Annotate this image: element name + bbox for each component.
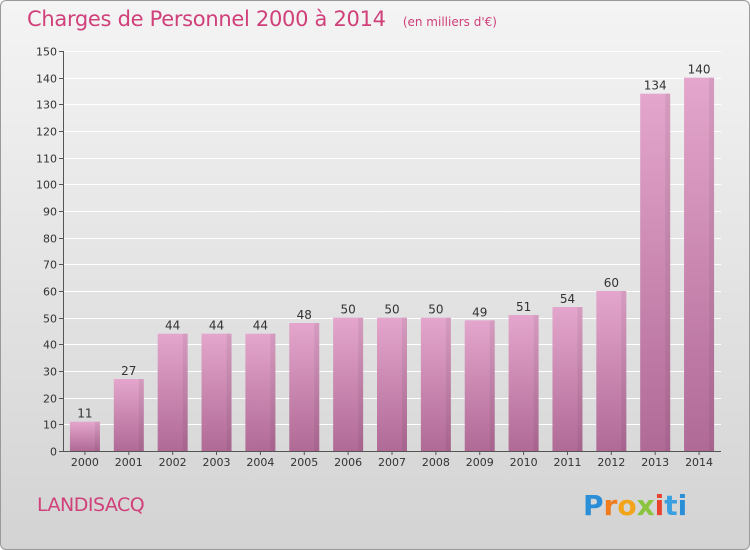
chart-subtitle: (en milliers d'€) <box>402 15 497 29</box>
x-tick-label: 2012 <box>597 456 625 469</box>
x-tick-label: 2014 <box>685 456 713 469</box>
y-tick-label: 0 <box>50 446 57 459</box>
y-tick-label: 20 <box>43 393 57 406</box>
bar <box>596 291 627 451</box>
data-label: 140 <box>688 63 711 77</box>
x-tick-label: 2010 <box>510 456 538 469</box>
bar <box>552 307 583 451</box>
data-label: 27 <box>121 364 136 378</box>
brand-letter: r <box>603 489 618 522</box>
x-tick-label: 2009 <box>466 456 494 469</box>
x-tick-label: 2000 <box>71 456 99 469</box>
bar <box>464 320 495 451</box>
y-tick-label: 40 <box>43 339 57 352</box>
data-label: 49 <box>472 305 487 319</box>
y-tick-label: 30 <box>43 366 57 379</box>
x-tick-label: 2002 <box>159 456 187 469</box>
bar-shade <box>138 379 144 451</box>
bar-shade <box>709 77 715 452</box>
title-row: Charges de Personnel 2000 à 2014 (en mil… <box>27 7 497 31</box>
bar-shade <box>621 291 627 451</box>
y-tick-label: 140 <box>36 73 57 86</box>
chart-title: Charges de Personnel 2000 à 2014 <box>27 7 386 31</box>
x-tick-label: 2004 <box>246 456 274 469</box>
y-tick-label: 50 <box>43 313 57 326</box>
bar <box>245 333 276 451</box>
y-tick-label: 100 <box>36 179 57 192</box>
bar <box>684 77 715 452</box>
brand-letter: o <box>617 489 637 522</box>
data-label: 50 <box>340 303 355 317</box>
bar <box>640 93 671 452</box>
data-label: 50 <box>384 303 399 317</box>
brand-letter: i <box>677 489 688 522</box>
bar-shade <box>270 333 276 451</box>
bar <box>201 333 232 451</box>
data-label: 134 <box>644 79 667 93</box>
bar-shade <box>182 333 188 451</box>
data-label: 54 <box>560 292 575 306</box>
brand-letter: P <box>583 489 604 522</box>
x-tick-label: 2008 <box>422 456 450 469</box>
bar-shade <box>94 421 100 451</box>
bar-shade <box>314 323 320 451</box>
bar-shade <box>445 317 451 451</box>
bar <box>333 317 364 451</box>
brand-letter: i <box>654 489 665 522</box>
bar <box>157 333 188 451</box>
x-tick-label: 2005 <box>290 456 318 469</box>
data-label: 60 <box>604 276 619 290</box>
data-label: 50 <box>428 303 443 317</box>
axis-layer: 0 10 20 30 40 50 60 70 80 90 100 110 120 130 140 150 <box>36 46 721 459</box>
data-label: 44 <box>209 319 224 333</box>
bar-shade <box>402 317 407 451</box>
bar-shade <box>533 315 539 451</box>
data-label: 11 <box>77 407 92 421</box>
data-label: 48 <box>297 308 312 322</box>
y-tick-label: 70 <box>43 259 57 272</box>
bar <box>113 379 144 451</box>
label-layer: 11 2000 27 2001 44 2002 44 2003 44 2004 48 2005 50 20… <box>71 63 713 469</box>
bar <box>377 317 407 451</box>
y-tick-label: 150 <box>36 46 57 59</box>
brand-letter: t <box>664 489 678 522</box>
bar <box>508 315 539 451</box>
x-tick-label: 2006 <box>334 456 362 469</box>
bar <box>69 421 100 451</box>
x-tick-label: 2007 <box>378 456 406 469</box>
commune-name: LANDISACQ <box>37 494 145 516</box>
brand-letter: x <box>636 489 655 522</box>
y-tick-label: 130 <box>36 99 57 112</box>
y-tick-label: 10 <box>43 419 57 432</box>
bar-shade <box>226 333 232 451</box>
brand-logo: Proxiti <box>583 489 687 522</box>
x-tick-label: 2001 <box>115 456 143 469</box>
bar-shade <box>489 320 495 451</box>
y-tick-label: 110 <box>36 153 57 166</box>
bar-shade <box>577 307 583 451</box>
data-label: 44 <box>253 319 268 333</box>
data-label: 51 <box>516 300 531 314</box>
x-tick-label: 2011 <box>553 456 581 469</box>
y-tick-label: 120 <box>36 126 57 139</box>
data-label: 44 <box>165 319 180 333</box>
bar <box>420 317 451 451</box>
x-tick-label: 2003 <box>203 456 231 469</box>
bar-layer <box>69 77 715 452</box>
bar <box>289 323 320 451</box>
y-tick-label: 80 <box>43 233 57 246</box>
bar-shade <box>665 93 671 452</box>
x-tick-label: 2013 <box>641 456 669 469</box>
y-tick-label: 60 <box>43 286 57 299</box>
bar-shade <box>358 317 364 451</box>
y-tick-label: 90 <box>43 206 57 219</box>
